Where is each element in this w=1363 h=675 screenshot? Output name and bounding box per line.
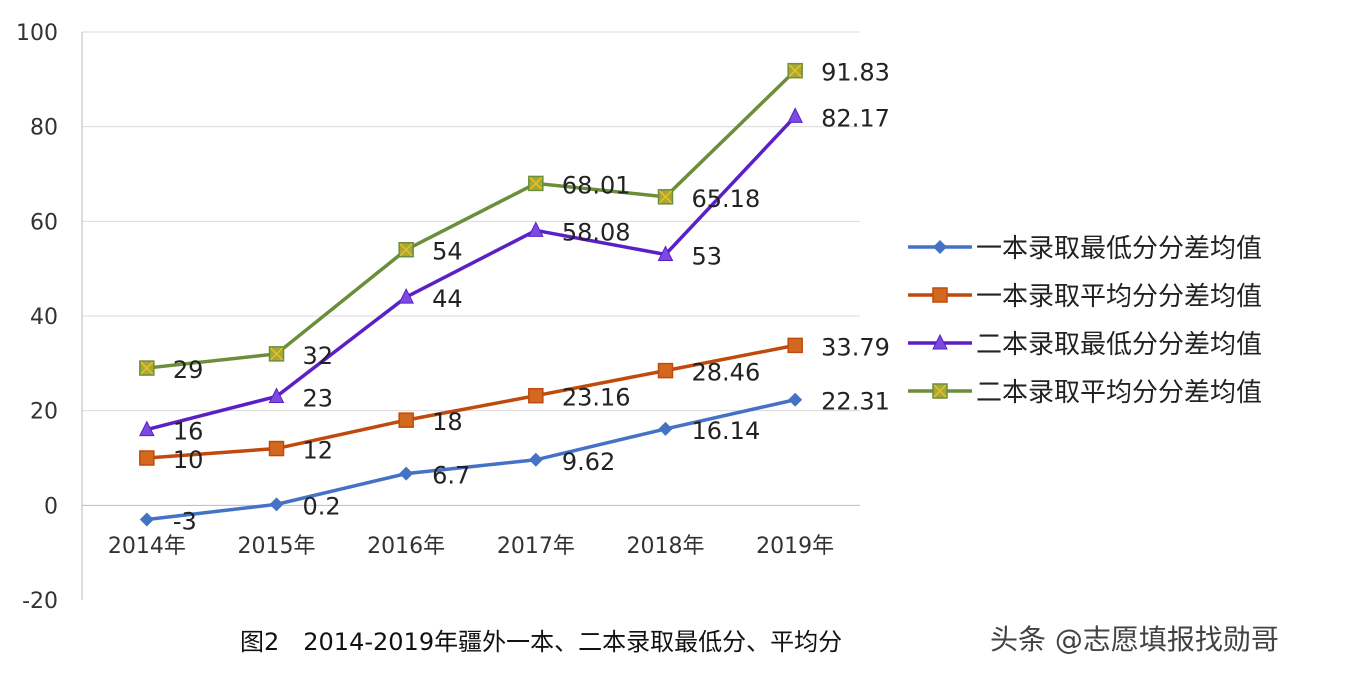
legend-label: 一本录取平均分分差均值 [976,282,1262,312]
data-point [657,362,674,379]
x-tick-label: 2016年 [367,534,445,559]
data-label: 16 [173,418,204,446]
data-label: 54 [432,238,463,266]
data-point [268,440,285,457]
data-point-cross [140,361,154,375]
figure-caption: 图2 2014-2019年疆外一本、二本录取最低分、平均分 [240,628,843,656]
y-tick-label: 40 [30,305,58,330]
data-label: 18 [432,408,463,436]
y-tick-label: 100 [16,21,58,46]
data-point [932,333,948,350]
y-tick-label: 0 [44,494,58,519]
data-point [398,287,414,304]
data-point [933,240,947,254]
data-label: 6.7 [432,462,470,490]
data-point [528,221,544,237]
data-label: 53 [692,242,723,270]
data-point-cross [269,347,284,361]
data-label: 22.31 [821,388,890,416]
x-tick-label: 2017年 [497,534,575,559]
series-line [146,343,796,460]
y-tick-label: 60 [30,210,58,235]
data-point [788,392,803,407]
data-label: 91.83 [821,59,890,87]
data-point [139,450,155,466]
data-label: 68.01 [562,171,631,199]
data-label: 12 [303,437,334,465]
data-point-cross [658,190,673,204]
legend-label: 一本录取最低分分差均值 [976,234,1262,264]
data-label: 32 [303,342,334,370]
data-label: 16.14 [692,417,761,445]
data-point [787,107,803,123]
data-label: 23.16 [562,384,631,412]
x-tick-label: 2015年 [238,534,316,559]
data-label: 82.17 [821,104,890,132]
x-tick-label: 2018年 [627,534,705,559]
legend-label: 二本录取最低分分差均值 [976,330,1262,360]
data-label: 29 [173,356,204,384]
data-label: 28.46 [692,359,761,387]
data-point-cross [788,64,802,78]
data-point-cross [933,384,947,398]
series-line [146,398,796,522]
data-point [658,421,673,436]
legend-label: 二本录取平均分分差均值 [976,378,1262,408]
data-point-cross [529,176,543,190]
y-tick-label: 80 [30,116,58,141]
x-tick-label: 2014年 [108,534,186,559]
data-point [528,387,544,404]
data-label: 10 [173,446,204,474]
series-line [146,115,797,432]
data-point [657,245,674,261]
x-tick-label: 2019年 [756,534,834,559]
series-line [146,69,797,370]
data-label: 0.2 [303,492,341,520]
data-point [932,287,948,303]
data-label: 58.08 [562,218,631,246]
data-point [139,512,154,527]
data-label: 9.62 [562,448,615,476]
data-point [528,452,543,467]
y-tick-label: -20 [22,589,58,614]
data-point [139,420,155,437]
data-point [398,412,414,428]
data-point [787,337,803,354]
data-point [269,497,284,512]
data-point-cross [399,243,413,257]
data-label: 23 [303,384,334,412]
watermark: 头条 @志愿填报找勋哥 [990,623,1279,656]
data-point [399,466,414,481]
data-label: 33.79 [821,333,890,361]
data-point [268,387,285,403]
y-tick-label: 20 [30,400,58,425]
data-label: -3 [173,508,197,536]
data-label: 44 [432,285,463,313]
data-label: 65.18 [692,185,761,213]
